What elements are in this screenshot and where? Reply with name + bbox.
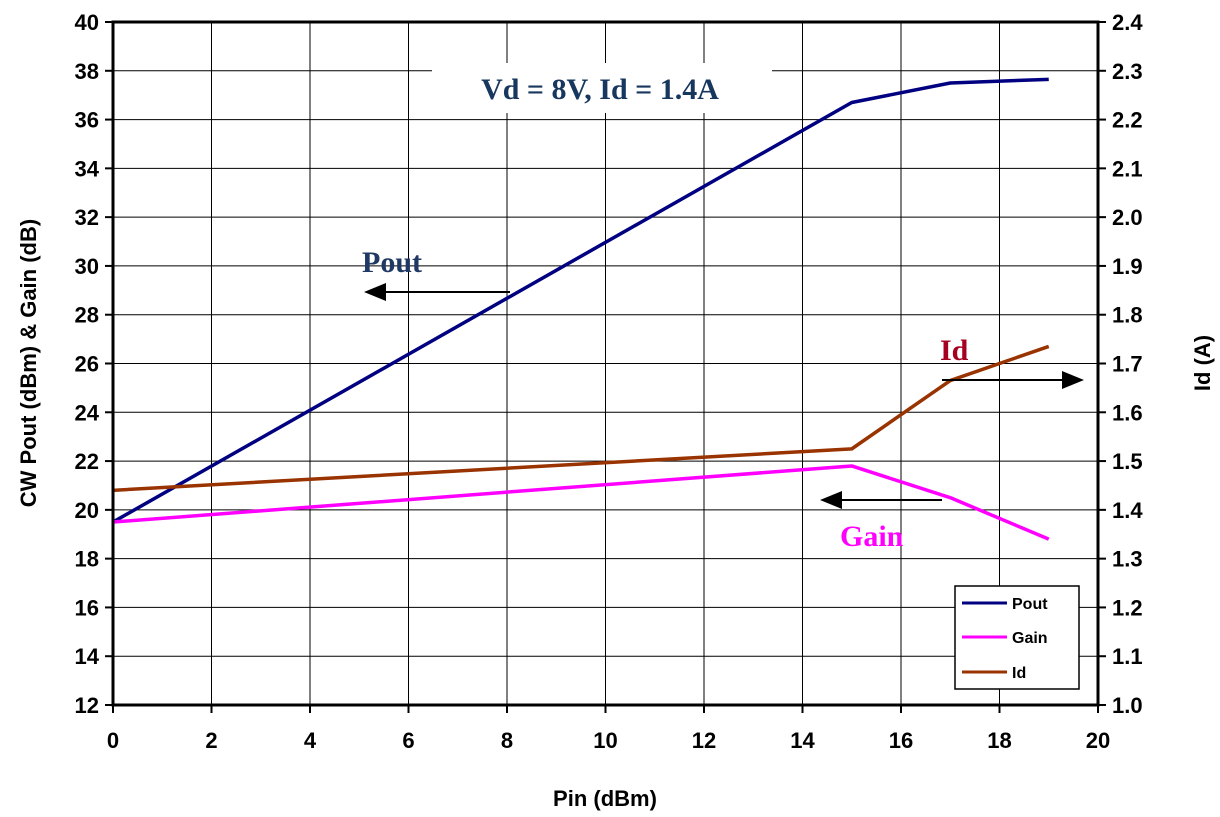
y-right-tick-label: 2.4	[1112, 10, 1143, 35]
y-right-tick-label: 1.5	[1112, 449, 1143, 474]
x-tick-label: 12	[692, 728, 716, 753]
y-right-tick-label: 1.1	[1112, 644, 1143, 669]
x-tick-label: 10	[593, 728, 617, 753]
y-left-axis-title: CW Pout (dBm) & Gain (dB)	[16, 219, 41, 507]
y-right-tick-label: 1.7	[1112, 352, 1143, 377]
y-left-tick-label: 14	[75, 644, 100, 669]
legend-label-gain: Gain	[1012, 630, 1048, 647]
x-tick-label: 8	[501, 728, 513, 753]
x-axis-title: Pin (dBm)	[553, 786, 657, 811]
y-right-tick-label: 2.1	[1112, 156, 1143, 181]
y-right-tick-label: 2.2	[1112, 108, 1143, 133]
series-line-pout	[112, 77, 1049, 524]
legend: Pout Gain Id	[954, 585, 1080, 690]
series-line-gain	[112, 464, 1050, 541]
y-left-tick-labels: 12 14 16 18 20 22 24 26 28 30 32 34 36 38 40	[75, 10, 113, 718]
x-tick-label: 16	[889, 728, 913, 753]
id-arrow	[942, 371, 1084, 389]
y-left-tick-label: 18	[75, 547, 99, 572]
y-right-tick-label: 1.2	[1112, 595, 1143, 620]
x-tick-label: 18	[987, 728, 1011, 753]
y-left-tick-label: 12	[75, 693, 99, 718]
pout-annotation: Pout	[362, 246, 422, 279]
y-right-tick-label: 1.0	[1112, 693, 1143, 718]
x-tick-labels: 0 2 4 6 8 10 12 14 16 18 20	[107, 705, 1110, 753]
y-left-tick-label: 22	[75, 449, 99, 474]
y-left-tick-label: 34	[75, 156, 100, 181]
condition-box	[432, 63, 772, 113]
y-left-tick-label: 30	[75, 254, 99, 279]
x-tick-label: 6	[402, 728, 414, 753]
y-right-tick-label: 1.3	[1112, 547, 1143, 572]
x-tick-label: 14	[790, 728, 815, 753]
gain-annotation: Gain	[840, 520, 904, 553]
x-tick-label: 4	[304, 728, 317, 753]
y-left-tick-label: 20	[75, 498, 99, 523]
y-left-tick-label: 38	[75, 59, 99, 84]
y-right-tick-label: 2.0	[1112, 205, 1143, 230]
y-right-tick-label: 1.6	[1112, 400, 1143, 425]
y-right-tick-label: 1.8	[1112, 303, 1143, 328]
gain-arrow	[820, 491, 942, 509]
y-right-tick-label: 2.3	[1112, 59, 1143, 84]
series-line-id	[112, 344, 1050, 493]
series-lines	[112, 77, 1050, 541]
y-left-tick-label: 36	[75, 108, 99, 133]
y-left-tick-label: 32	[75, 205, 99, 230]
legend-label-id: Id	[1012, 665, 1026, 682]
x-tick-label: 0	[107, 728, 119, 753]
x-tick-label: 20	[1086, 728, 1110, 753]
id-annotation: Id	[940, 334, 969, 367]
pout-arrow	[364, 283, 510, 301]
legend-label-pout: Pout	[1012, 596, 1048, 613]
y-left-tick-label: 16	[75, 595, 99, 620]
y-left-tick-label: 24	[75, 400, 100, 425]
condition-label: Vd = 8V, Id = 1.4A	[481, 73, 719, 106]
y-right-axis-title: Id (A)	[1190, 335, 1215, 391]
y-left-tick-label: 26	[75, 352, 99, 377]
x-tick-label: 2	[205, 728, 217, 753]
y-right-tick-label: 1.4	[1112, 498, 1143, 523]
y-right-tick-labels: 1.0 1.1 1.2 1.3 1.4 1.5 1.6 1.7 1.8 1.9 2.0 2.1 2.2 2…	[1098, 10, 1143, 718]
y-right-tick-label: 1.9	[1112, 254, 1143, 279]
y-left-tick-label: 28	[75, 303, 99, 328]
y-left-tick-label: 40	[75, 10, 99, 35]
